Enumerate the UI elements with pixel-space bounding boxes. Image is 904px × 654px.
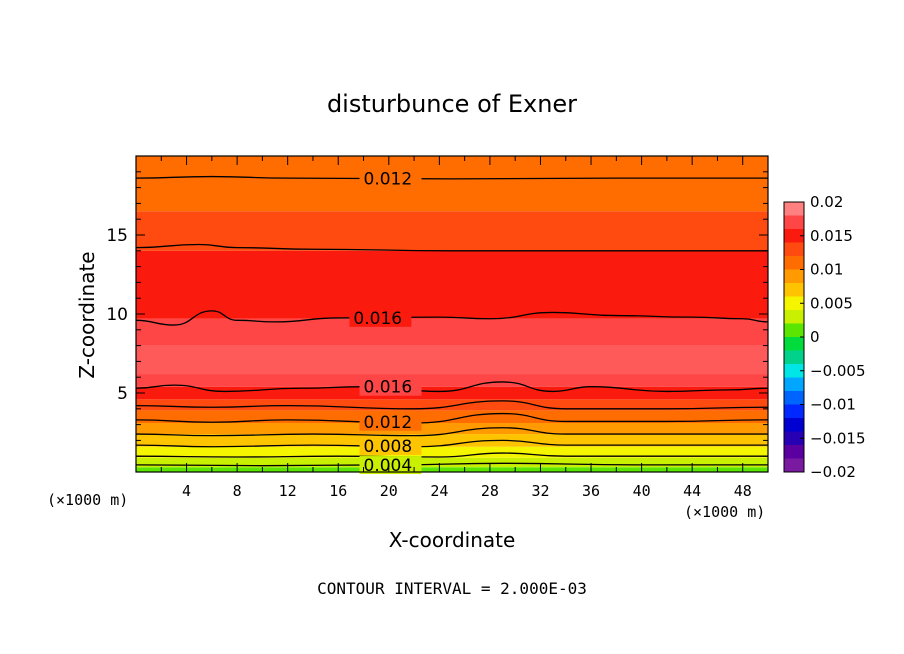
colorbar-label-5: −0.005 [810, 362, 866, 380]
x-tick-label-8: 8 [233, 482, 242, 500]
colorbar-swatch-19 [784, 458, 804, 472]
y-tick-label-10: 10 [106, 305, 128, 325]
colorbar-swatch-12 [784, 364, 804, 378]
colorbar-swatch-4 [784, 256, 804, 270]
colorbar-swatch-8 [784, 310, 804, 324]
field-band-8 [136, 374, 768, 387]
contour-line-5 [135, 412, 769, 424]
x-tick-label-4: 4 [182, 482, 191, 500]
x-unit-right: (×1000 m) [684, 503, 765, 521]
x-tick-label-32: 32 [531, 482, 549, 500]
colorbar-swatch-11 [784, 350, 804, 364]
contour-label-bg-3 [359, 377, 422, 396]
colorbar-label-6: −0.01 [810, 396, 856, 414]
contour-line-9 [135, 462, 768, 467]
contour-label-bg-5 [359, 412, 422, 431]
contour-label-9: 0.004 [364, 456, 413, 476]
colorbar-swatch-18 [784, 445, 804, 459]
contour-label-0: 0.012 [364, 169, 413, 189]
colorbar: 0.02 0.015 0.01 0.005 0 −0.005 −0.01 −0.015 −0.0… [783, 193, 866, 481]
field-band-6 [136, 399, 768, 411]
contour-label-bg-2 [349, 308, 412, 327]
colorbar-label-7: −0.015 [810, 429, 866, 447]
contour-label-2: 0.016 [353, 309, 402, 329]
field-band-13 [136, 156, 768, 212]
colorbar-swatch-0 [784, 202, 804, 216]
field-band-12 [136, 211, 768, 251]
contour-label-bg-7 [359, 436, 422, 455]
x-tick-label-16: 16 [329, 482, 347, 500]
colorbar-swatch-15 [784, 404, 804, 418]
colorbar-label-2: 0.01 [810, 261, 843, 279]
y-axis-label: Z-coordinate [75, 251, 99, 378]
colorbar-swatch-6 [784, 283, 804, 297]
colorbar-label-1: 0.015 [810, 227, 853, 245]
y-tick-label-15: 15 [106, 226, 128, 246]
colorbar-swatch-7 [784, 296, 804, 310]
contour-interval-footer: CONTOUR INTERVAL = 2.000E-03 [317, 579, 587, 598]
x-unit-left: (×1000 m) [47, 491, 128, 509]
field-band-3 [136, 434, 768, 447]
contour-line-8 [135, 452, 768, 458]
contour-label-3: 0.016 [364, 378, 413, 398]
x-tick-label-12: 12 [279, 482, 297, 500]
field-band-7 [136, 386, 768, 400]
colorbar-swatch-16 [784, 418, 804, 432]
contour-line-1 [135, 243, 768, 252]
colorbar-swatch-10 [784, 337, 804, 351]
x-tick-label-24: 24 [430, 482, 448, 500]
x-axis-label: X-coordinate [389, 528, 516, 552]
field-band-1 [136, 457, 768, 468]
colorbar-label-8: −0.02 [810, 463, 856, 481]
x-tick-label-36: 36 [582, 482, 600, 500]
x-tick-label-48: 48 [734, 482, 752, 500]
contour-line-4 [135, 400, 769, 410]
colorbar-swatch-2 [784, 229, 804, 243]
colorbar-swatch-13 [784, 377, 804, 391]
contour-line-7 [135, 439, 768, 448]
chart-title: disturbunce of Exner [327, 90, 577, 118]
colorbar-swatch-17 [784, 431, 804, 445]
colorbar-label-3: 0.005 [810, 294, 853, 312]
contour-line-6 [135, 427, 768, 437]
contour-field [136, 156, 768, 472]
field-band-9 [136, 345, 768, 375]
x-tick-label-28: 28 [481, 482, 499, 500]
colorbar-swatch-3 [784, 242, 804, 256]
y-tick-label-5: 5 [117, 384, 128, 404]
colorbar-swatch-9 [784, 323, 804, 337]
colorbar-swatch-1 [784, 215, 804, 229]
contour-line-3 [135, 381, 769, 393]
colorbar-label-4: 0 [810, 328, 820, 346]
colorbar-label-0: 0.02 [810, 193, 843, 211]
contour-label-bg-0 [359, 169, 422, 188]
colorbar-swatch-5 [784, 269, 804, 283]
contour-label-7: 0.008 [364, 437, 413, 457]
contour-label-5: 0.012 [364, 413, 413, 433]
colorbar-swatch-14 [784, 391, 804, 405]
x-tick-label-20: 20 [380, 482, 398, 500]
x-tick-label-40: 40 [633, 482, 651, 500]
field-band-0 [136, 467, 768, 472]
contour-line-2 [135, 310, 769, 326]
field-band-10 [136, 318, 768, 346]
contour-label-bg-9 [359, 456, 422, 475]
x-tick-label-44: 44 [683, 482, 701, 500]
field-band-2 [136, 446, 768, 458]
field-band-11 [136, 250, 768, 319]
field-band-4 [136, 423, 768, 435]
